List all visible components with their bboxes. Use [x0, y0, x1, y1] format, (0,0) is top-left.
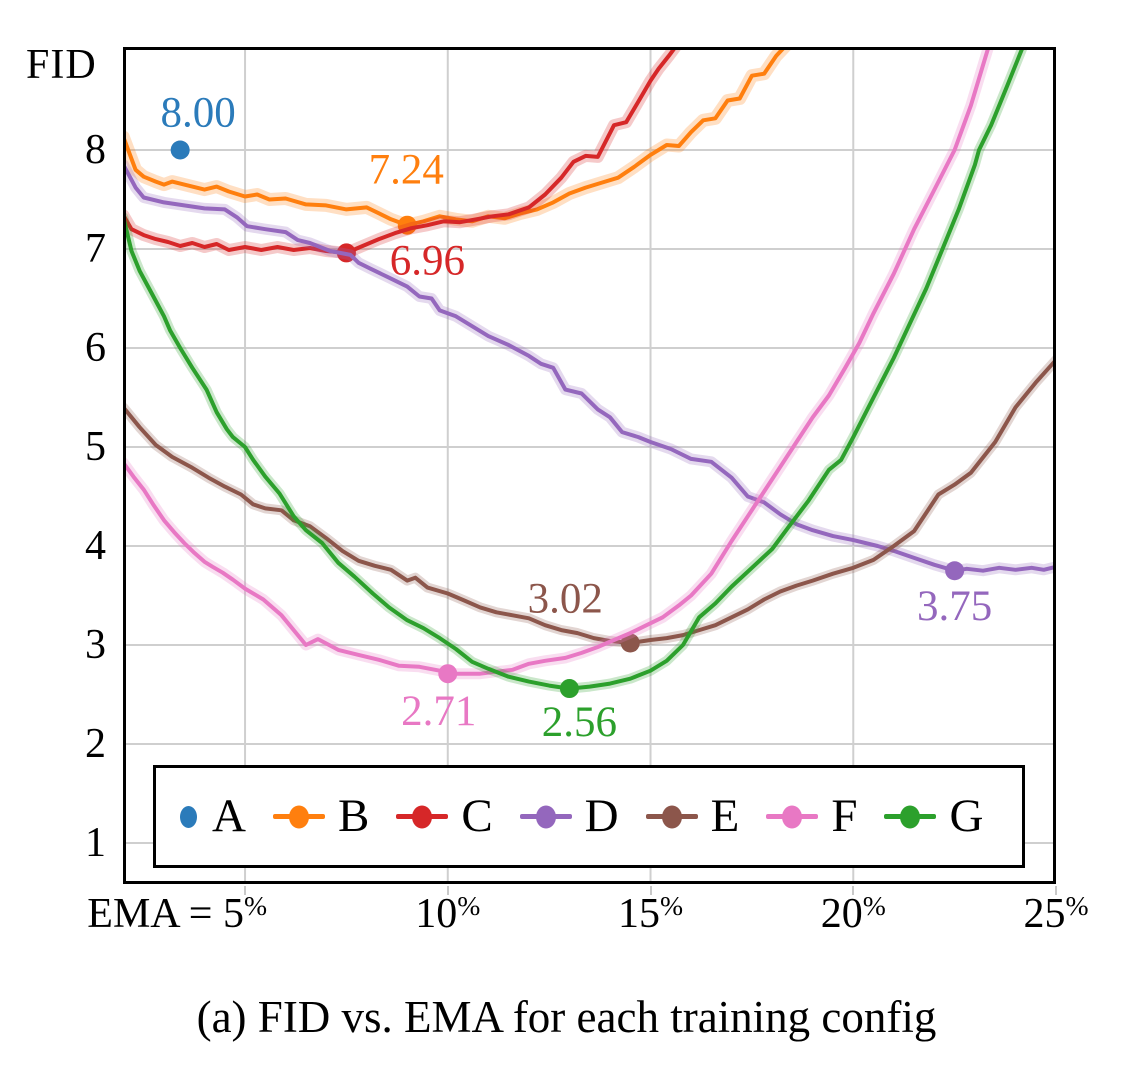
- min-point-dot-D: [945, 561, 965, 581]
- percent-sign: %: [862, 889, 886, 921]
- legend-dot-icon-C: [412, 805, 433, 828]
- percent-sign: %: [659, 889, 684, 921]
- legend-item-B: B: [272, 790, 370, 842]
- legend-label-E: E: [710, 790, 740, 842]
- legend-label-C: C: [461, 790, 493, 842]
- ytick-label-1: 1: [85, 820, 106, 866]
- xtick-value: 20: [820, 891, 863, 937]
- legend-dot-icon-B: [288, 805, 309, 828]
- xtick-value: 25: [1023, 891, 1066, 937]
- legend-item-D: D: [519, 790, 619, 842]
- legend-line-dot-icon-E: [645, 805, 698, 828]
- series-line-E: [123, 357, 1056, 645]
- legend-label-F: F: [831, 790, 858, 842]
- ytick-label-2: 2: [85, 721, 106, 767]
- annotation-D: 3.75: [917, 583, 992, 630]
- x-axis-title-prefix: EMA =: [87, 891, 223, 937]
- plot-area: 8.00 7.24 6.96 3.75 3.02 2.71 2.56: [123, 47, 1056, 884]
- legend-item-F: F: [766, 793, 857, 840]
- xtick-label-10: 10%: [415, 889, 481, 937]
- legend-item-C: C: [396, 790, 493, 842]
- legend-line-dot-icon-D: [519, 805, 572, 828]
- annotation-B: 7.24: [369, 147, 444, 194]
- caption: (a) FID vs. EMA for each training config: [196, 992, 937, 1042]
- legend-line-dot-icon-B: [272, 805, 325, 828]
- min-point-dot-F: [438, 664, 458, 684]
- legend-item-E: E: [645, 790, 740, 842]
- xtick-label-20: 20%: [820, 889, 886, 937]
- xtick-label-15: 15%: [617, 889, 684, 937]
- legend-line-dot-icon-F: [766, 805, 819, 828]
- plot-border: [123, 47, 1056, 884]
- ytick-label-4: 4: [85, 522, 106, 569]
- ytick-label-3: 3: [85, 621, 106, 668]
- legend-dot-icon-F: [782, 805, 803, 828]
- legend-dot-icon-E: [661, 805, 682, 828]
- xtick-mark-25: [1055, 886, 1057, 895]
- legend-dot-icon-D: [535, 805, 556, 828]
- annotation-C: 6.96: [390, 237, 465, 284]
- series-line-D: [123, 162, 1056, 573]
- legend-label-G: G: [949, 790, 984, 842]
- ytick-label-5: 5: [85, 423, 106, 470]
- series-line-B: [123, 47, 788, 228]
- xtick-value: 15: [617, 891, 660, 937]
- xtick-value: 10: [415, 891, 458, 937]
- percent-sign: %: [244, 889, 268, 921]
- min-point-dot-E: [620, 633, 640, 653]
- legend-label-B: B: [337, 790, 370, 842]
- legend: A B C D E F G: [153, 765, 1025, 868]
- legend-dot-icon-G: [900, 805, 921, 828]
- ytick-label-6: 6: [85, 324, 106, 371]
- legend-label-D: D: [584, 790, 619, 842]
- legend-line-dot-icon-G: [884, 805, 937, 828]
- annotation-E: 3.02: [528, 576, 603, 623]
- annotation-G: 2.56: [542, 699, 617, 746]
- xtick-label-5: EMA = 5%: [87, 889, 268, 937]
- xtick-label-25: 25%: [1023, 889, 1089, 937]
- xtick-mark-20: [852, 886, 855, 895]
- percent-sign: %: [457, 889, 481, 921]
- legend-item-A: A: [178, 793, 246, 840]
- ytick-label-8: 8: [85, 126, 106, 173]
- xtick-value: 5: [223, 891, 244, 937]
- percent-sign: %: [1065, 889, 1089, 921]
- series-line-G: [123, 47, 1025, 691]
- legend-label-A: A: [212, 790, 246, 842]
- legend-line-dot-icon-C: [396, 805, 449, 828]
- legend-dot-icon-A: [180, 805, 197, 828]
- y-axis-title: FID: [26, 42, 97, 88]
- annotation-A: 8.00: [161, 89, 236, 136]
- xtick-mark-15: [649, 886, 652, 895]
- ytick-label-7: 7: [85, 225, 106, 272]
- series-line-C: [123, 47, 678, 255]
- xtick-mark-10: [446, 886, 449, 895]
- legend-item-G: G: [884, 793, 983, 840]
- xtick-mark-5: [244, 886, 247, 895]
- min-point-dot-A: [170, 140, 190, 160]
- series-line-F: [123, 47, 991, 676]
- annotation-F: 2.71: [401, 688, 476, 735]
- min-point-dot-G: [559, 679, 579, 699]
